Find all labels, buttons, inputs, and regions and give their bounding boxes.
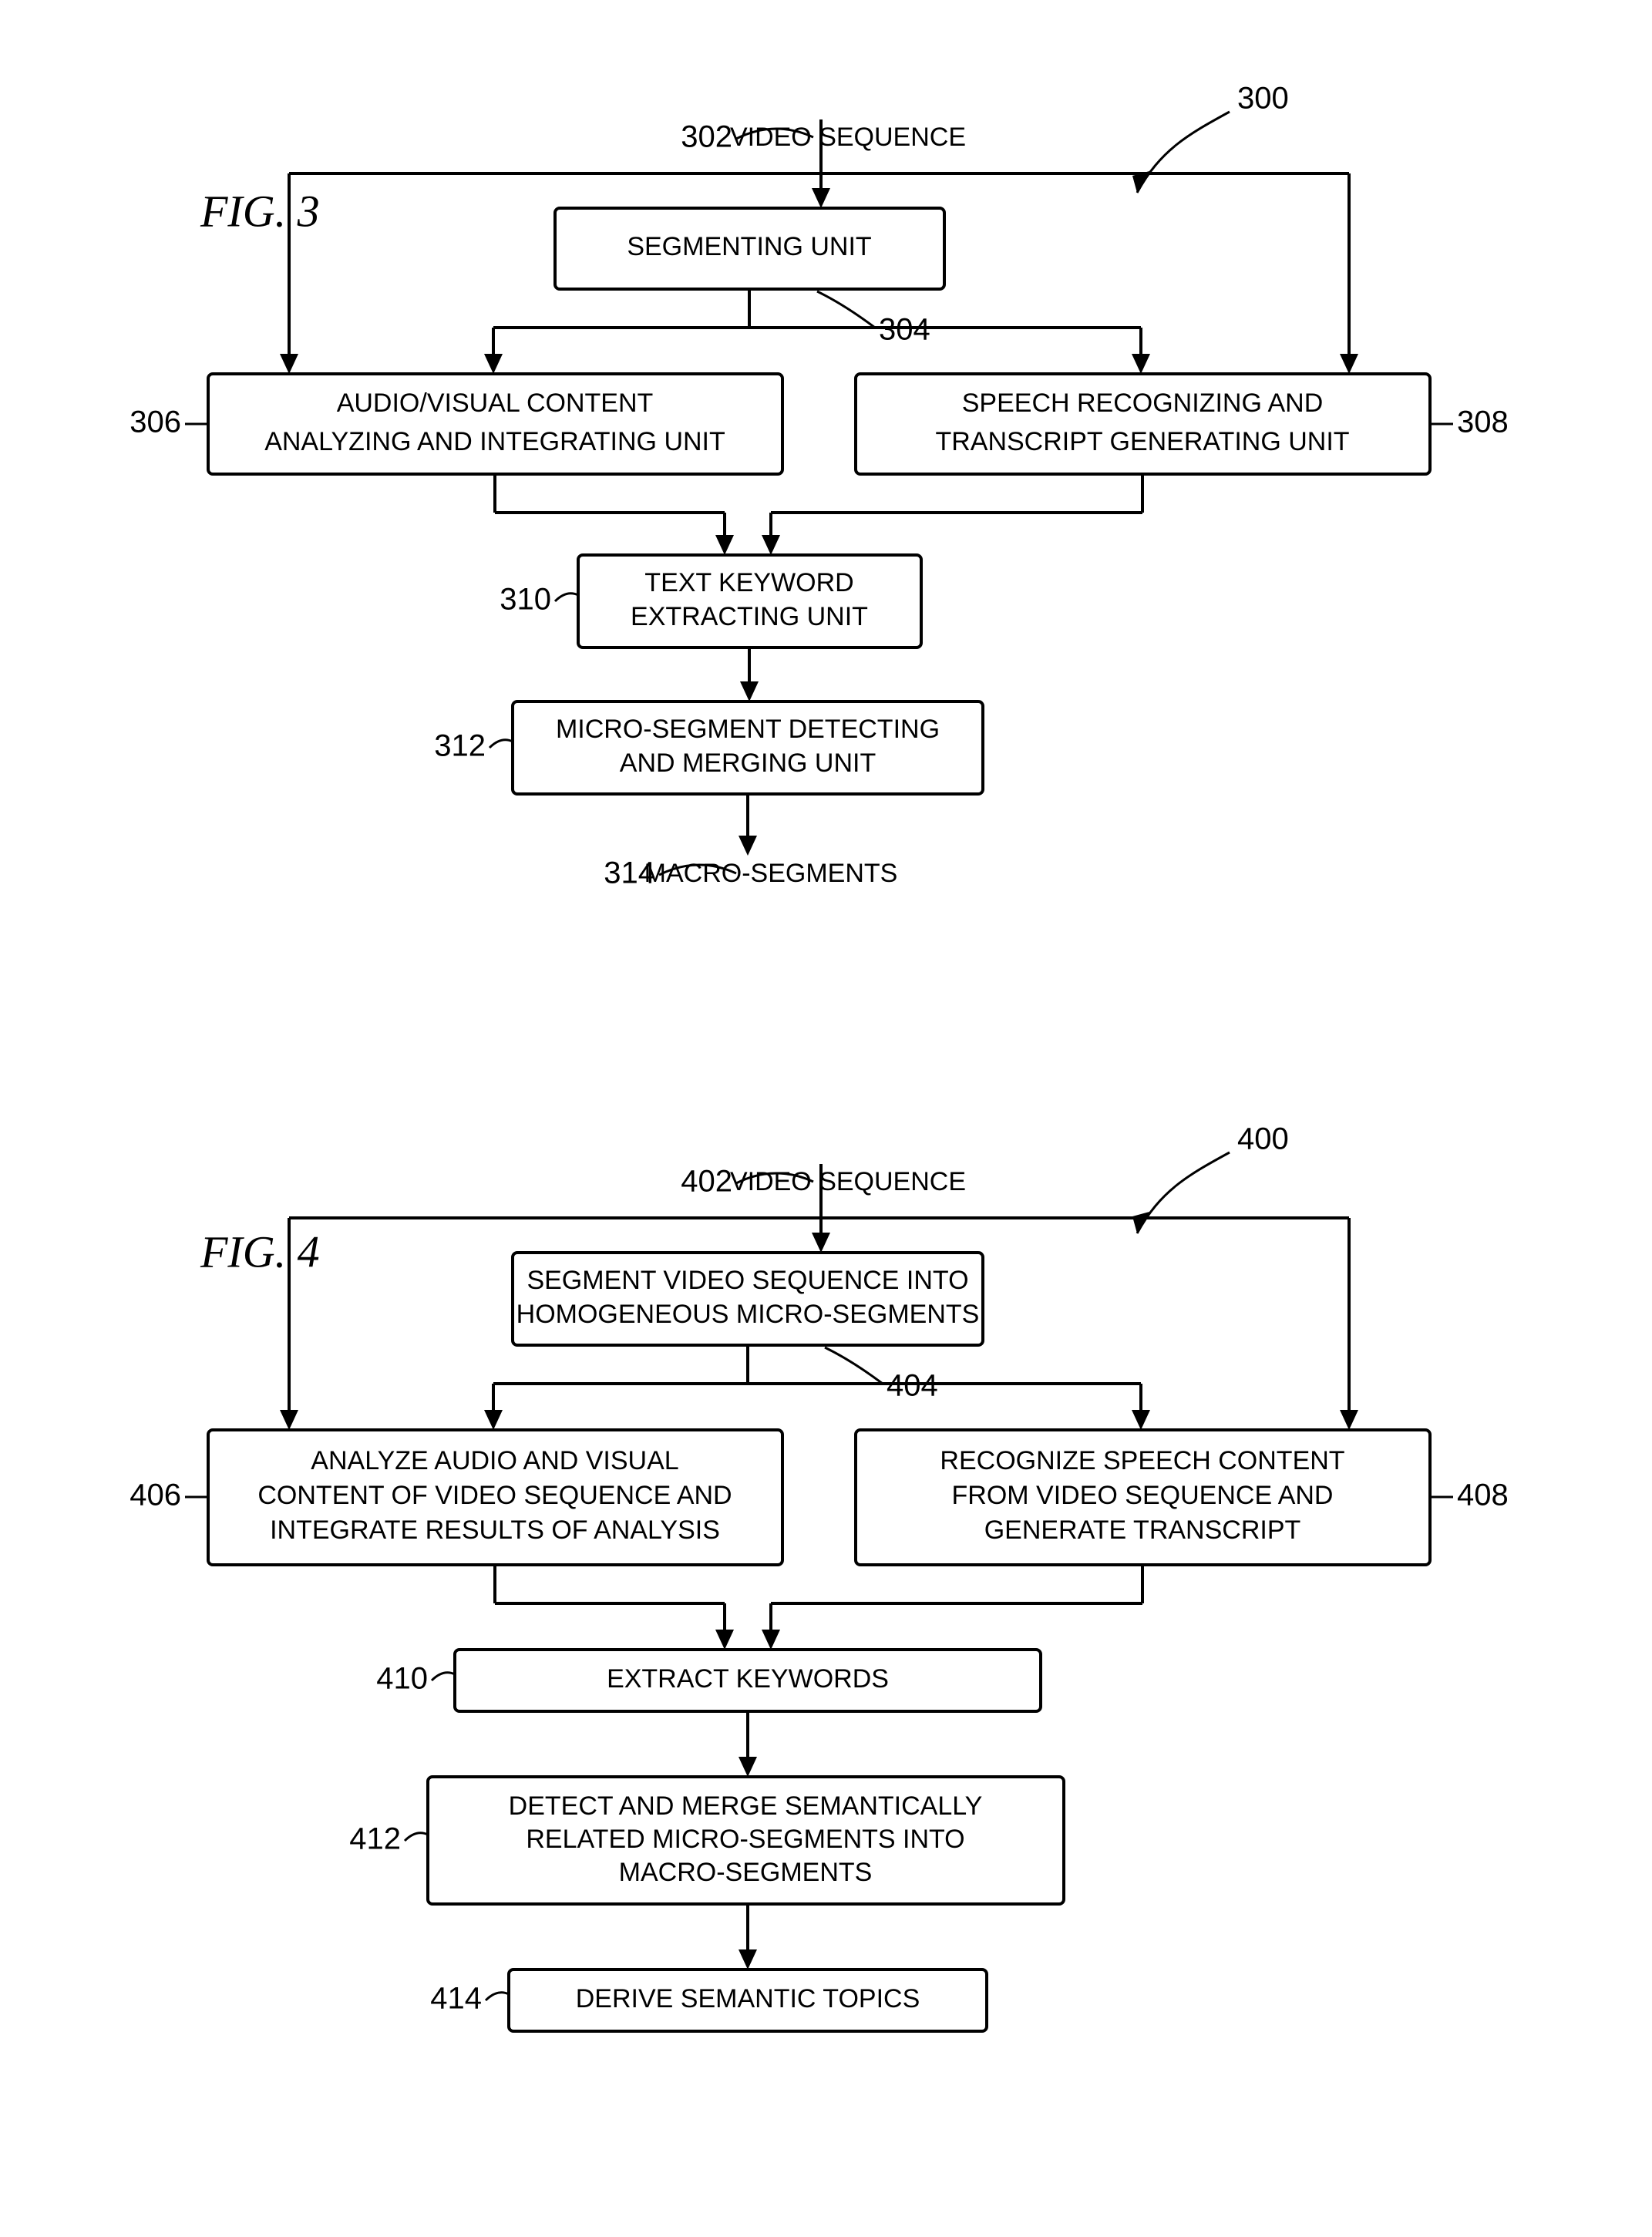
box-detect-line2: MACRO-SEGMENTS <box>619 1858 873 1887</box>
lead-304 <box>817 291 875 328</box>
ref-312: 312 <box>434 729 486 763</box>
fig3-segment-tee <box>484 289 1150 374</box>
box-analyze-line1: CONTENT OF VIDEO SEQUENCE AND <box>257 1481 732 1510</box>
arrow-extract-to-detect <box>739 1711 757 1777</box>
fig4-id: 400 <box>1237 1122 1289 1156</box>
fig3-merge-to-text <box>495 474 1142 555</box>
box-av-line1: ANALYZING AND INTEGRATING UNIT <box>264 427 725 456</box>
box-recognize-line1: FROM VIDEO SEQUENCE AND <box>952 1481 1334 1510</box>
fig4-title: FIG. 4 <box>200 1226 320 1277</box>
lead-410 <box>432 1673 455 1680</box>
lead-310 <box>555 594 578 601</box>
lead-312 <box>490 740 513 748</box>
ref-308: 308 <box>1457 405 1509 439</box>
box-detect-line0: DETECT AND MERGE SEMANTICALLY <box>509 1791 983 1821</box>
fig4-input-ref: 402 <box>681 1165 732 1199</box>
box-av-line0: AUDIO/VISUAL CONTENT <box>337 389 654 418</box>
box-analyze-line0: ANALYZE AUDIO AND VISUAL <box>311 1446 678 1475</box>
ref-412: 412 <box>349 1822 401 1856</box>
box-micro-line0: MICRO-SEGMENT DETECTING <box>556 715 940 744</box>
lead-400 <box>1137 1152 1230 1233</box>
ref-404: 404 <box>887 1369 938 1403</box>
fig3-id: 300 <box>1237 82 1289 116</box>
ref-310: 310 <box>500 583 551 617</box>
box-recognize-line2: GENERATE TRANSCRIPT <box>984 1515 1301 1545</box>
ref-306: 306 <box>130 405 181 439</box>
fig3-output-label: MACRO-SEGMENTS <box>644 859 898 888</box>
fig4-merge-to-extract <box>495 1565 1142 1650</box>
box-speech-line1: TRANSCRIPT GENERATING UNIT <box>935 427 1349 456</box>
fig3-input-ref: 302 <box>681 120 732 154</box>
lead-414 <box>486 1993 509 2000</box>
box-analyze-line2: INTEGRATE RESULTS OF ANALYSIS <box>270 1515 720 1545</box>
fig3-title: FIG. 3 <box>200 186 320 236</box>
fig3-output-ref: 314 <box>604 856 655 890</box>
lead-300 <box>1137 112 1230 193</box>
ref-414: 414 <box>430 1982 482 2016</box>
box-extract-line0: EXTRACT KEYWORDS <box>607 1664 889 1694</box>
diagram-canvas: FIG. 3 300 VIDEO SEQUENCE 302 SEGMENTING… <box>0 0 1652 2237</box>
box-recognize-line0: RECOGNIZE SPEECH CONTENT <box>940 1446 1344 1475</box>
box-segmenting-line0: SEGMENTING UNIT <box>627 232 871 261</box>
box-text-line0: TEXT KEYWORD <box>644 568 853 597</box>
box-segment4-line0: SEGMENT VIDEO SEQUENCE INTO <box>527 1266 968 1295</box>
arrow-micro-to-output <box>739 794 757 856</box>
box-speech-line0: SPEECH RECOGNIZING AND <box>962 389 1324 418</box>
arrow-text-to-micro <box>740 648 759 701</box>
box-derive-line0: DERIVE SEMANTIC TOPICS <box>576 1984 920 2013</box>
ref-304: 304 <box>879 313 930 347</box>
fig4-input-label: VIDEO SEQUENCE <box>730 1167 966 1196</box>
arrow-detect-to-derive <box>739 1904 757 1970</box>
fig3-input-label: VIDEO SEQUENCE <box>730 123 966 152</box>
ref-408: 408 <box>1457 1478 1509 1512</box>
lead-404 <box>825 1347 883 1384</box>
ref-406: 406 <box>130 1478 181 1512</box>
lead-400-head <box>1132 1212 1149 1233</box>
box-detect-line1: RELATED MICRO-SEGMENTS INTO <box>526 1825 964 1854</box>
box-text-line1: EXTRACTING UNIT <box>631 602 868 631</box>
box-micro-line1: AND MERGING UNIT <box>620 748 876 778</box>
box-segment4-line1: HOMOGENEOUS MICRO-SEGMENTS <box>516 1300 980 1329</box>
ref-410: 410 <box>376 1662 428 1696</box>
lead-412 <box>405 1833 428 1841</box>
fig4-segment-tee <box>484 1345 1150 1430</box>
